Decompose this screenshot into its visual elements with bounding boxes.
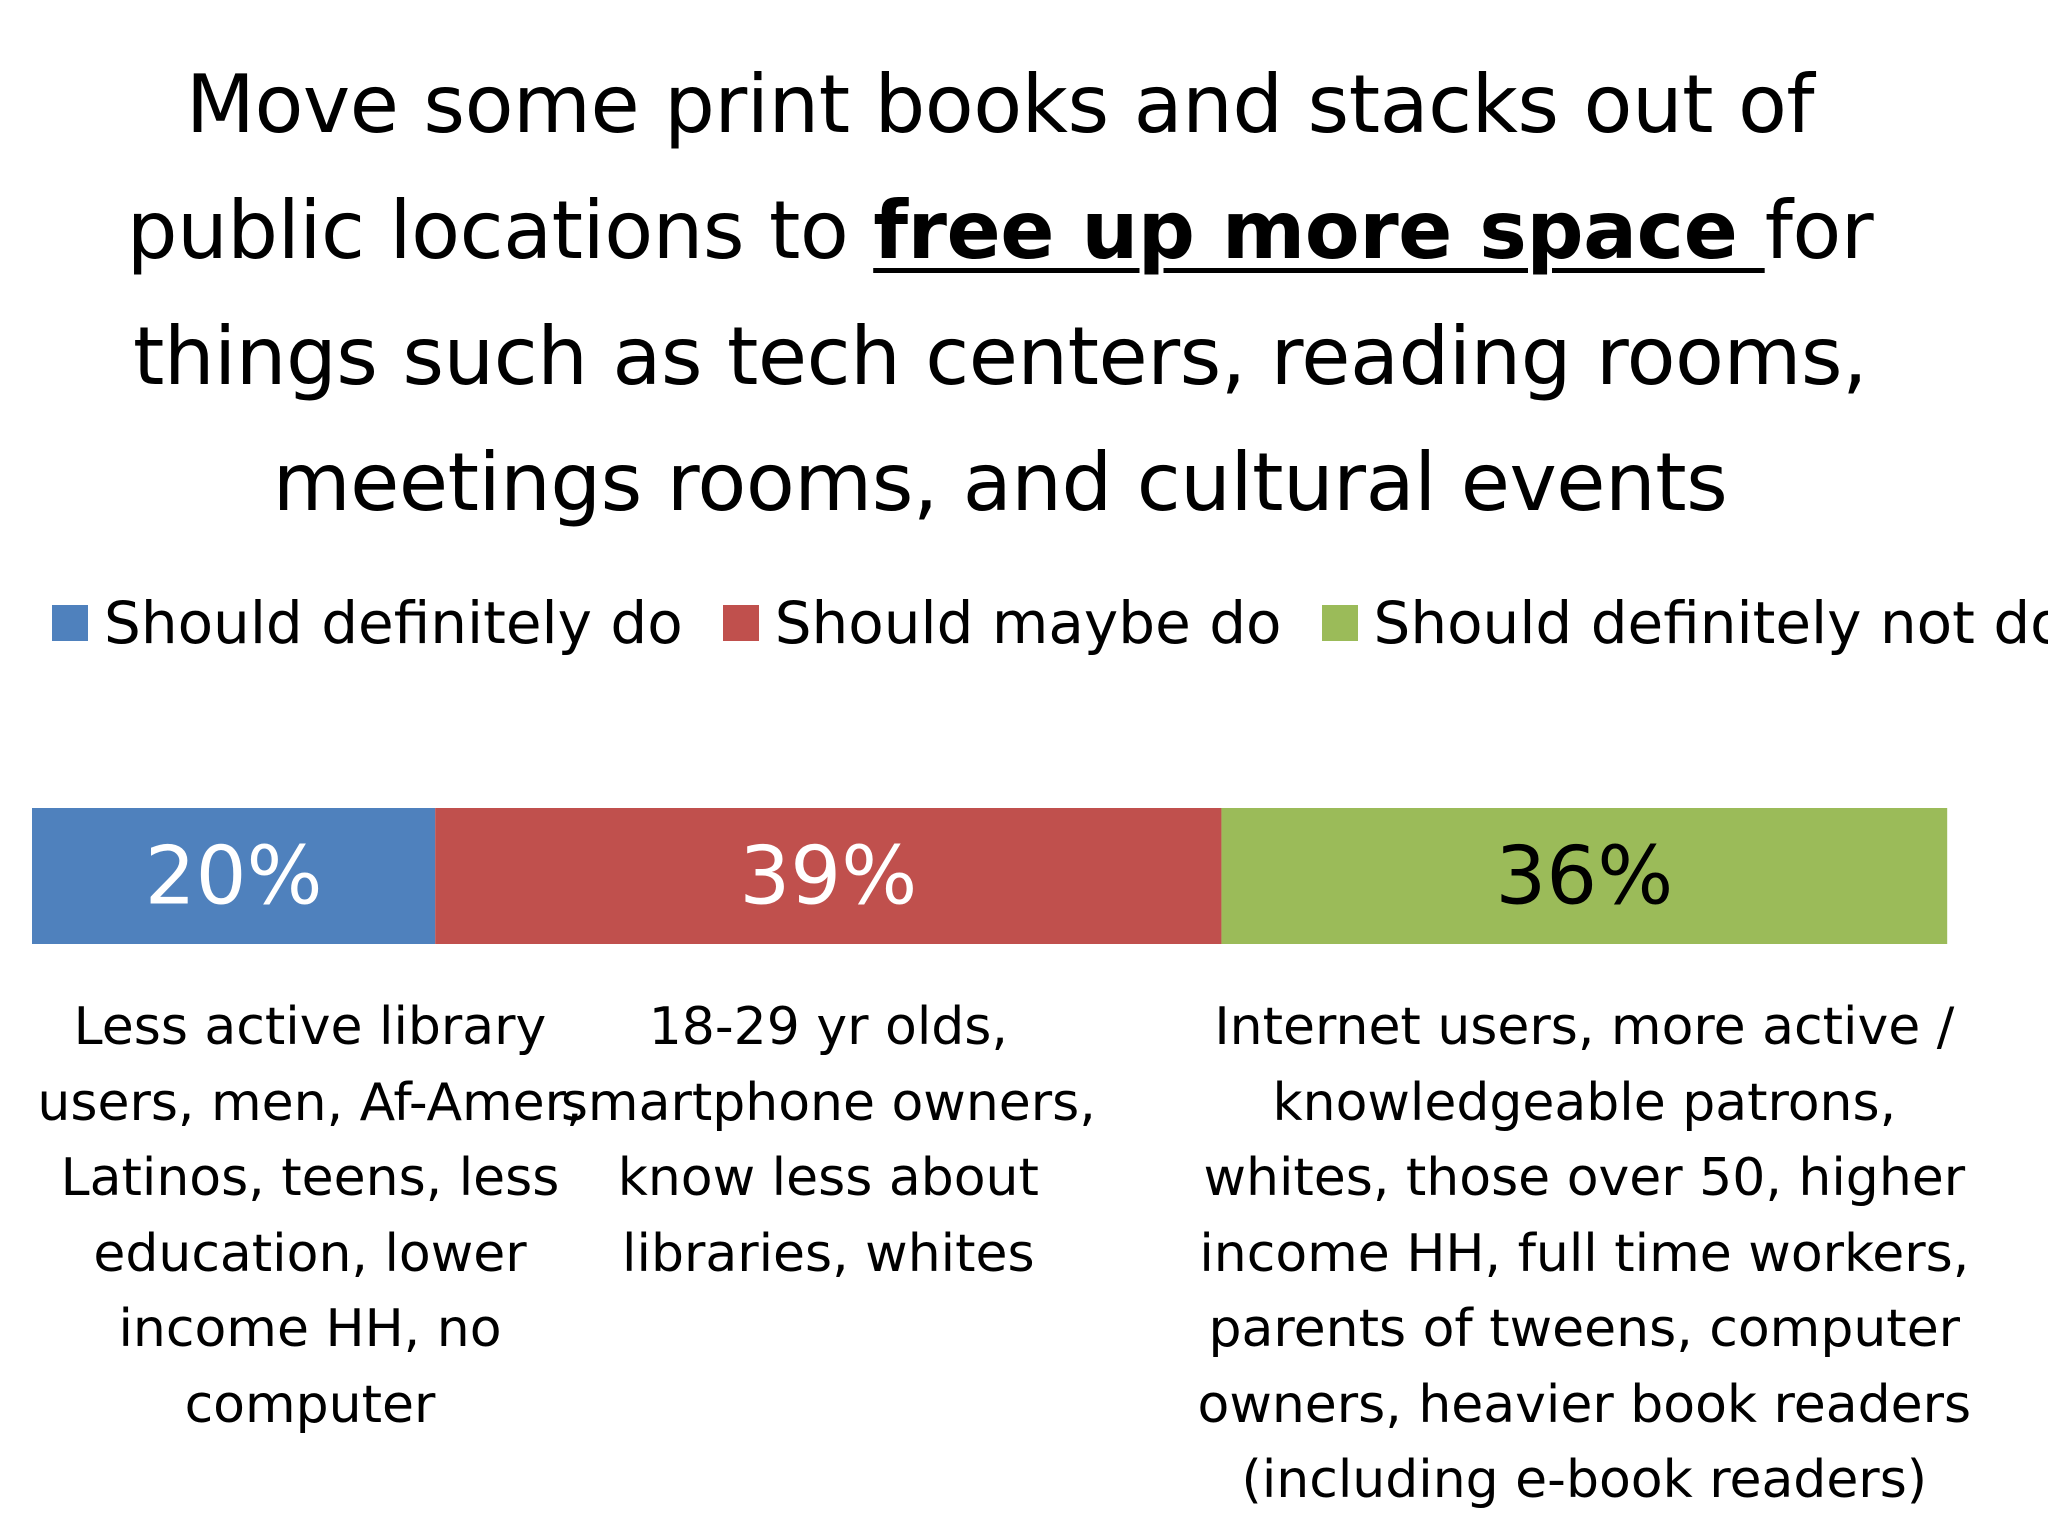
note-definitely-do: Less active library users, men, Af-Amer,… [37, 997, 583, 1435]
legend-swatch-maybe-do [722, 605, 759, 641]
chart-legend: Should definitely do Should maybe do Sho… [52, 588, 2048, 658]
title-text-after: for things such as tech centers, reading… [132, 184, 1874, 529]
bar-segment-should-maybe-do [435, 808, 1222, 944]
legend-swatch-definitely-do [52, 605, 88, 641]
legend-label-maybe-do: Should maybe do [774, 589, 1282, 657]
title-text-before: Move some print books and stacks out of … [126, 58, 1815, 277]
note-definitely-not-do: Internet users, more active / knowledgea… [1197, 997, 1972, 1510]
data-label-should-definitely-do: 20% [145, 830, 323, 923]
legend-label-definitely-not-do: Should definitely not do [1373, 589, 2048, 657]
legend-item-definitely-not-do: Should definitely not do [1321, 588, 2048, 658]
data-label-should-definitely-not-do: 36% [1495, 830, 1673, 923]
data-label-should-maybe-do: 39% [739, 830, 917, 923]
title-emphasis: free up more space [873, 184, 1765, 277]
note-maybe-do: 18-29 yr olds, smartphone owners, know l… [560, 997, 1096, 1284]
bar-segment-should-definitely-not-do [1221, 808, 1948, 944]
bar-segment-should-definitely-do [32, 808, 436, 944]
legend-item-maybe-do: Should maybe do [722, 588, 1282, 658]
legend-label-definitely-do: Should definitely do [104, 589, 683, 657]
slide-title: Move some print books and stacks out of … [60, 42, 1940, 546]
stacked-bar-chart: 20% 39% 36% [32, 808, 1948, 944]
legend-item-definitely-do: Should definitely do [52, 588, 683, 658]
legend-swatch-definitely-not-do [1321, 605, 1358, 641]
